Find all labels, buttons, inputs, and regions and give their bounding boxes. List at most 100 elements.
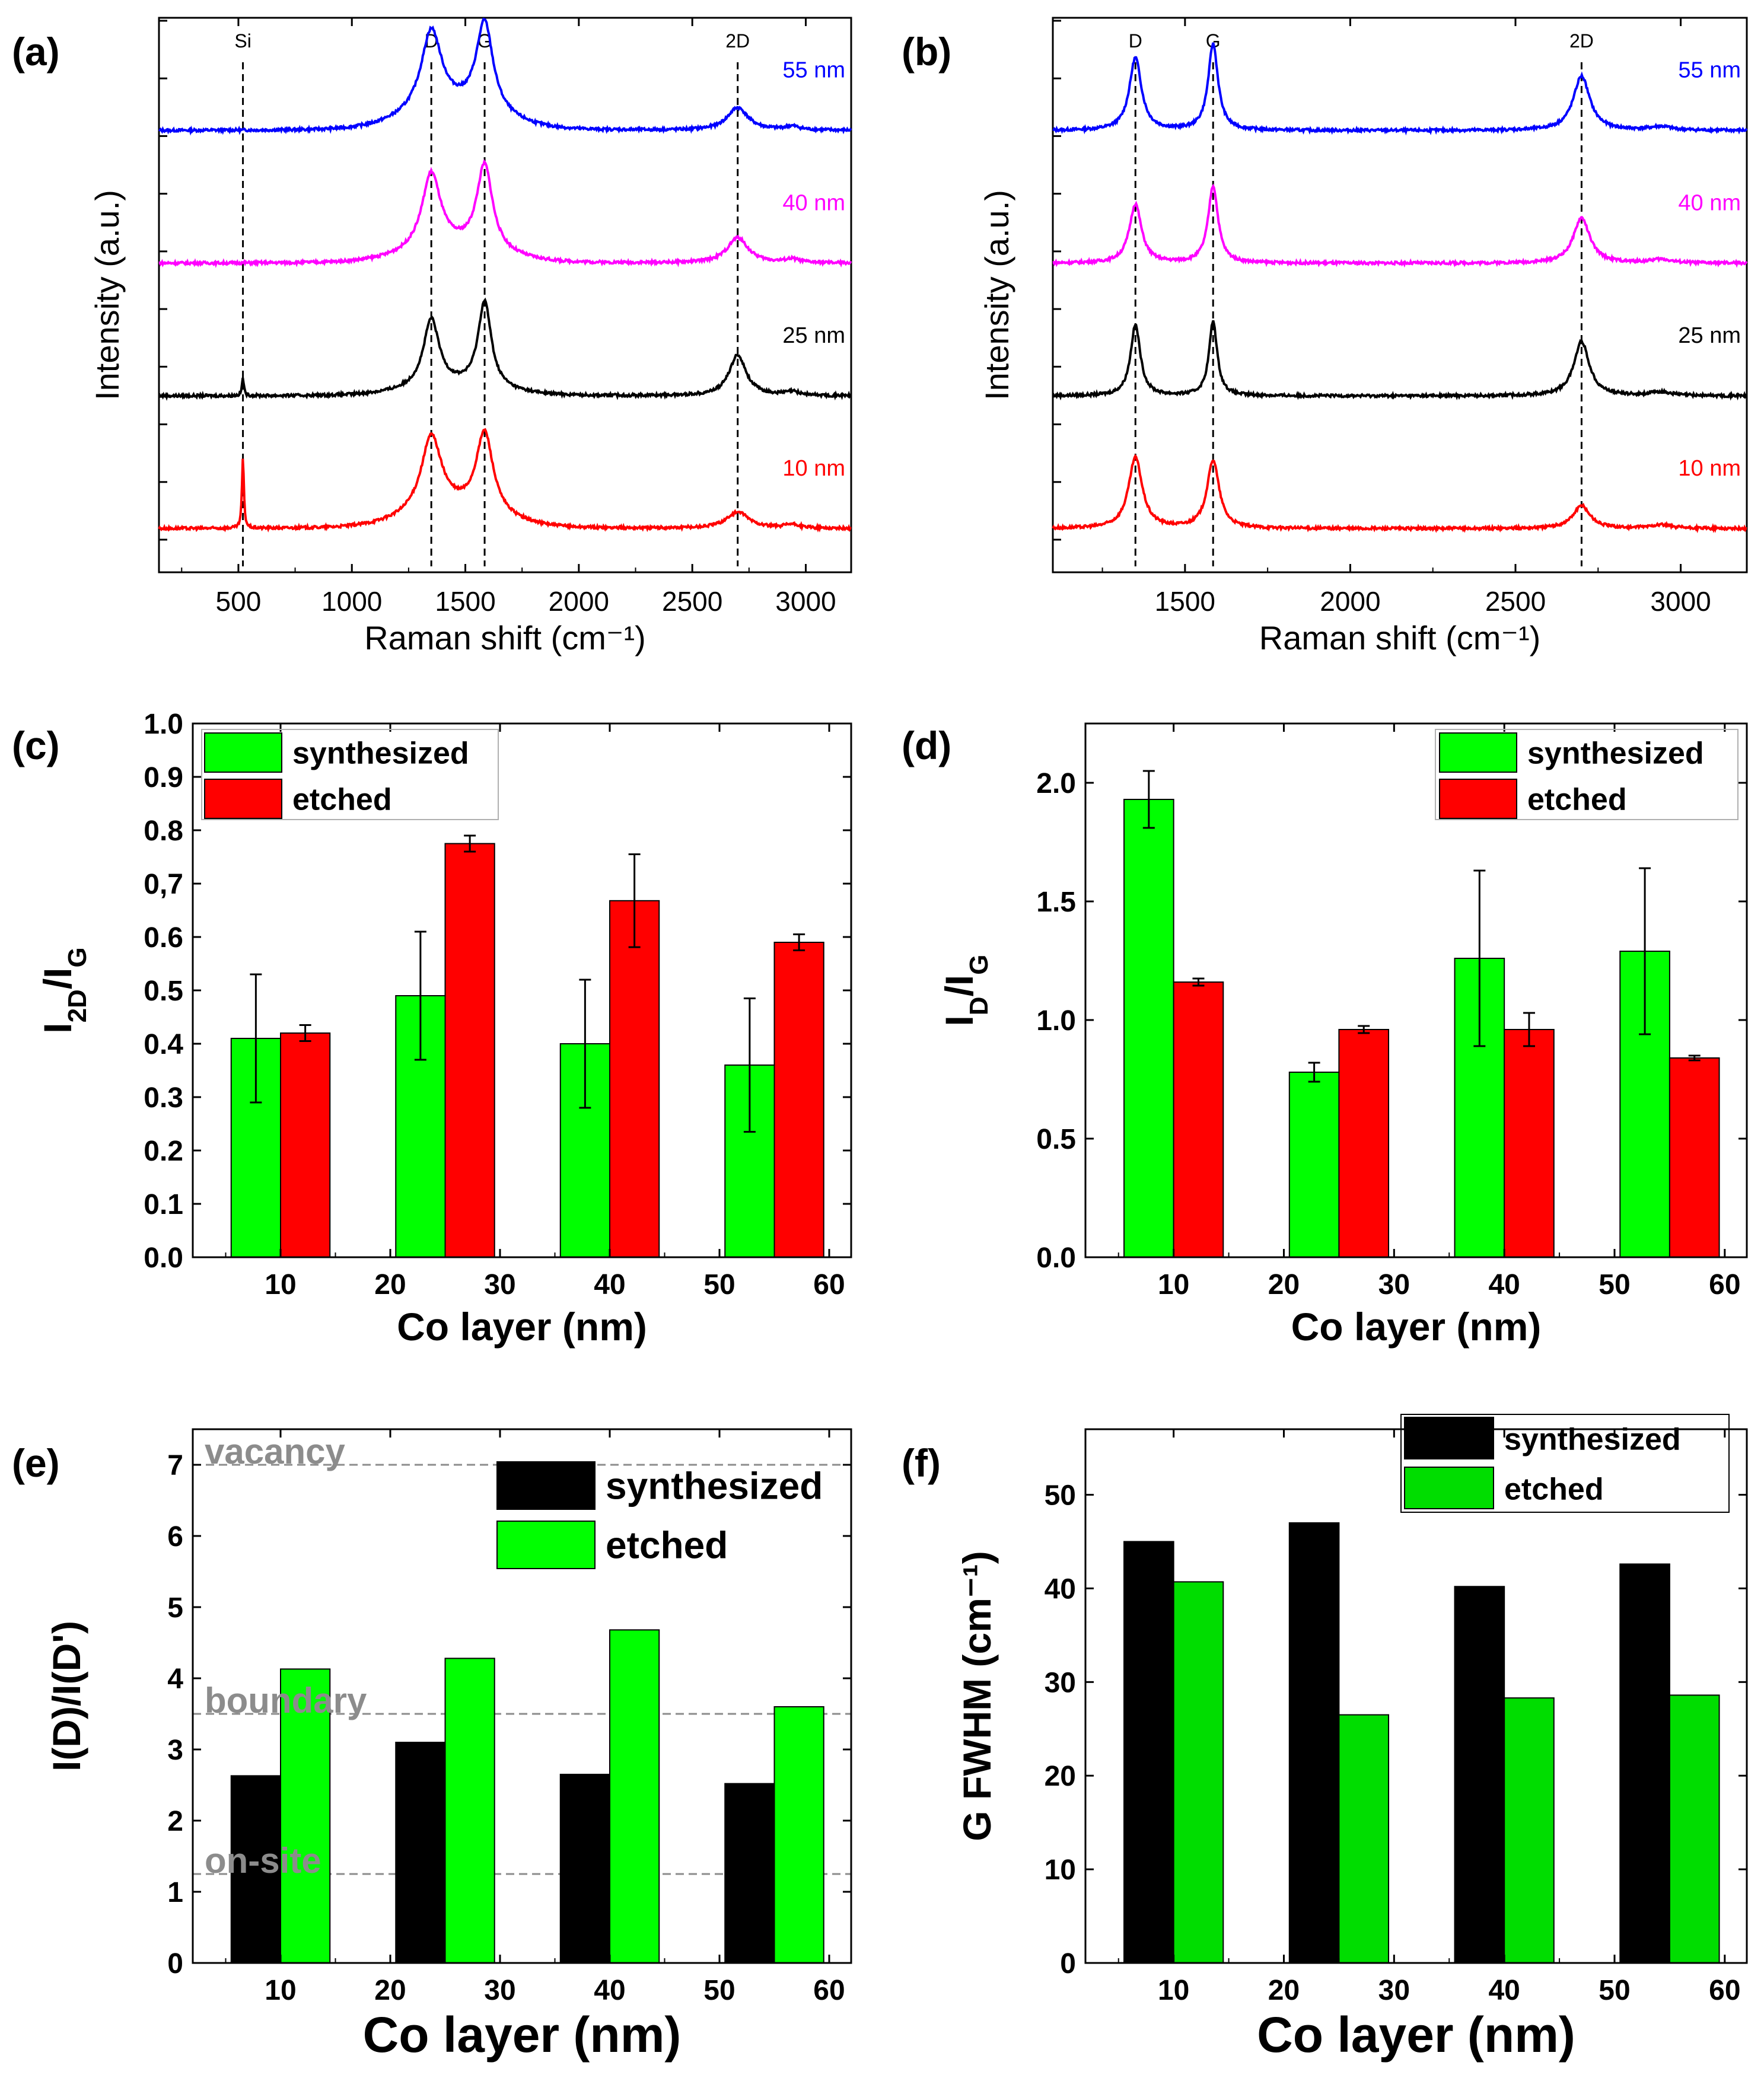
- chart-c-xtick-label: 60: [813, 1269, 845, 1301]
- chart-d-xtick-label: 50: [1599, 1269, 1630, 1301]
- chart-e-bar-etched-10: [280, 1668, 331, 1964]
- chart-d-bar-etched-10: [1173, 981, 1224, 1258]
- chart-e-xlabel: Co layer (nm): [363, 2007, 682, 2063]
- chart-c-xtick-label: 50: [703, 1269, 735, 1301]
- chart-c-ytick-label: 0.8: [144, 815, 183, 847]
- chart-a-xtick-label: 3000: [775, 586, 836, 617]
- chart-b-xlabel: Raman shift (cm⁻¹): [1259, 619, 1541, 656]
- chart-d-ytick-label: 2.0: [1036, 768, 1076, 799]
- chart-f-xtick-label: 50: [1599, 1975, 1630, 2006]
- chart-f-ytick-label: 40: [1045, 1573, 1076, 1605]
- chart-c-bar-etched-25: [444, 843, 495, 1258]
- chart-d-ytick-label: 1.0: [1036, 1005, 1076, 1037]
- chart-f-bar-synthesized-25: [1288, 1522, 1340, 1964]
- chart-c-xtick-label: 30: [484, 1269, 515, 1301]
- chart-f-bar-etched-40: [1504, 1697, 1555, 1964]
- chart-a-xlabel: Raman shift (cm⁻¹): [364, 619, 646, 656]
- chart-a-peak-label-si: Si: [234, 30, 251, 52]
- chart-e-bar-synthesized-10: [230, 1775, 281, 1964]
- chart-f-ylabel: G FWHM (cm⁻¹): [955, 1551, 999, 1841]
- chart-e-bar-synthesized-55: [724, 1783, 775, 1964]
- chart-b-frame: [1052, 17, 1748, 573]
- panel-label-e: (e): [12, 1441, 60, 1485]
- chart-e-bar-synthesized-40: [559, 1774, 610, 1964]
- chart-b-ylabel: Intensity (a.u.): [978, 190, 1015, 400]
- chart-b-curve-label-10nm: 10 nm: [1678, 456, 1741, 481]
- chart-f-legend-swatch-synthesized: [1404, 1417, 1494, 1459]
- chart-f-bar-etched-55: [1669, 1694, 1720, 1964]
- chart-e-legend-label-synthesized: synthesized: [606, 1464, 823, 1507]
- chart-a-spectrum-40nm: [158, 159, 852, 269]
- chart-d-legend-frame: [1435, 729, 1738, 820]
- chart-c-ytick-label: 0.9: [144, 762, 183, 793]
- chart-a-spectrum-25nm: [158, 297, 852, 401]
- chart-c-legend-label-etched: etched: [292, 782, 392, 817]
- chart-e-xtick-label: 50: [703, 1975, 735, 2006]
- chart-a-frame: [158, 17, 852, 573]
- chart-b-peak-label-d: D: [1129, 30, 1142, 52]
- chart-e-ytick-label: 4: [167, 1663, 183, 1695]
- chart-d-bar-synthesized-25: [1288, 1072, 1340, 1258]
- chart-f-ytick-label: 30: [1045, 1667, 1076, 1698]
- chart-a-curve-label-25nm: 25 nm: [782, 323, 845, 348]
- chart-d-ytick-label: 1.5: [1036, 887, 1076, 918]
- chart-a-ylabel: Intensity (a.u.): [88, 190, 126, 400]
- chart-e-id-idprime: 10 20 30 40 50 60 0 1 2 3 4 5 6 7 Co layer (nm) I(D)/I(…: [44, 1428, 852, 2063]
- chart-d-legend-label-synthesized: synthesized: [1527, 736, 1704, 770]
- chart-e-ytick-label: 1: [167, 1877, 183, 1908]
- chart-e-legend-label-etched: etched: [606, 1524, 728, 1566]
- chart-c-legend-frame: [201, 729, 499, 820]
- chart-c-legend-swatch-synthesized: [204, 732, 282, 773]
- panel-label-c: (c): [12, 724, 60, 767]
- chart-a-spectrum-55nm: [158, 17, 852, 136]
- chart-e-ref-label-on-site: on-site: [205, 1841, 321, 1881]
- chart-f-legend-swatch-etched: [1404, 1467, 1494, 1509]
- chart-e-xtick-label: 40: [594, 1975, 625, 2006]
- chart-f-xtick-label: 10: [1158, 1975, 1189, 2006]
- chart-b-spectrum-10nm: [1052, 454, 1747, 534]
- chart-a-peak-label-2d: 2D: [725, 30, 750, 52]
- chart-f-legend-label-etched: etched: [1504, 1473, 1604, 1507]
- chart-a-spectrum-10nm: [158, 428, 852, 533]
- chart-c-ytick-label: 1.0: [144, 709, 183, 740]
- chart-a-xtick-label: 2000: [549, 586, 609, 617]
- chart-d-xlabel: Co layer (nm): [1291, 1305, 1542, 1349]
- chart-c-ytick-label: 0.3: [144, 1082, 183, 1114]
- chart-e-bar-synthesized-25: [395, 1742, 446, 1964]
- chart-e-legend-swatch-etched: [496, 1521, 596, 1569]
- chart-d-xtick-label: 40: [1488, 1269, 1520, 1301]
- chart-f-ytick-label: 20: [1045, 1761, 1076, 1792]
- chart-b-peak-label-g: G: [1206, 30, 1221, 52]
- chart-e-bar-etched-55: [773, 1706, 824, 1964]
- chart-d-xtick-label: 60: [1709, 1269, 1740, 1301]
- chart-b-curve-label-55nm: 55 nm: [1678, 58, 1741, 83]
- panel-label-b: (b): [902, 30, 951, 74]
- chart-c-ytick-label: 0.1: [144, 1189, 183, 1220]
- chart-d-ytick-label: 0.0: [1036, 1242, 1076, 1274]
- chart-f-bar-etched-10: [1173, 1581, 1224, 1964]
- chart-f-xlabel: Co layer (nm): [1257, 2007, 1575, 2063]
- chart-e-ytick-label: 0: [167, 1948, 183, 1980]
- panel-label-f: (f): [902, 1441, 941, 1485]
- chart-a-curve-label-40nm: 40 nm: [782, 190, 845, 215]
- chart-e-ref-label-boundary: boundary: [205, 1681, 367, 1720]
- chart-e-ytick-label: 7: [167, 1450, 183, 1481]
- chart-e-ylabel: I(D)/I(D'): [44, 1621, 88, 1771]
- chart-e-bar-etched-25: [444, 1658, 495, 1964]
- chart-a-xtick-label: 500: [216, 586, 262, 617]
- chart-c-legend-label-synthesized: synthesized: [292, 736, 469, 770]
- chart-d-bar-synthesized-10: [1123, 799, 1174, 1258]
- chart-c-ylabel: I2D/IG: [36, 947, 92, 1034]
- chart-c-xtick-label: 20: [374, 1269, 406, 1301]
- chart-e-frame: [192, 1428, 852, 1964]
- chart-c-xtick-label: 10: [265, 1269, 296, 1301]
- chart-b-curve-label-25nm: 25 nm: [1678, 323, 1741, 348]
- chart-d-bar-etched-55: [1669, 1057, 1720, 1258]
- chart-f-bar-synthesized-55: [1619, 1563, 1670, 1964]
- chart-e-ytick-label: 5: [167, 1592, 183, 1624]
- chart-e-xtick-label: 60: [813, 1975, 845, 2006]
- chart-c-bar-etched-10: [280, 1032, 331, 1258]
- chart-f-bar-synthesized-40: [1454, 1586, 1505, 1964]
- chart-a-xtick-label: 2500: [662, 586, 722, 617]
